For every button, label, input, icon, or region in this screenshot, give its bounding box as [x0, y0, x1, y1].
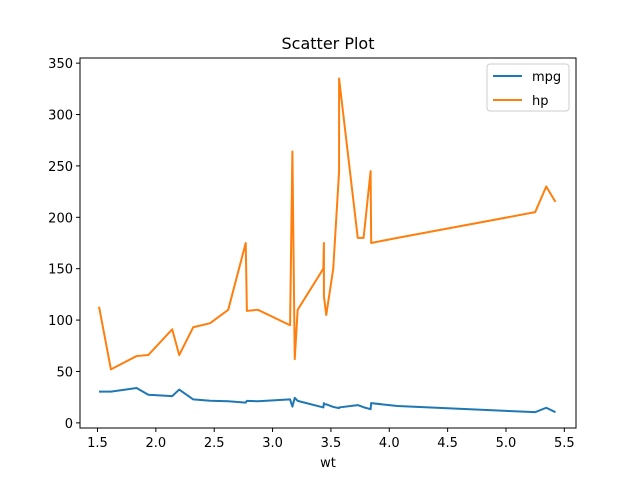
y-tick-label: 0: [65, 417, 73, 432]
y-tick-label: 200: [48, 211, 73, 226]
x-tick-label: 1.5: [87, 436, 108, 451]
y-tick-label: 350: [48, 57, 73, 72]
x-tick-label: 3.5: [321, 436, 342, 451]
series-lines: [98, 77, 557, 414]
x-tick-label: 3.0: [262, 436, 283, 451]
x-tick-label: 5.5: [554, 436, 575, 451]
legend: mpg hp: [486, 63, 570, 112]
y-tick-label: 100: [48, 314, 73, 329]
plot-frame: [79, 57, 577, 429]
x-tick-label: 4.5: [437, 436, 458, 451]
y-tick-label: 250: [48, 160, 73, 175]
legend-label-hp: hp: [532, 94, 549, 109]
x-tick-label: 2.5: [204, 436, 225, 451]
x-tick-label: 5.0: [496, 436, 517, 451]
chart-title: Scatter Plot: [282, 34, 375, 53]
y-axis: 0 50 100 150 200 250 300 350: [48, 57, 80, 432]
y-tick-label: 150: [48, 263, 73, 278]
series-line-hp: [98, 77, 557, 371]
y-tick-label: 300: [48, 109, 73, 124]
x-tick-label: 4.0: [379, 436, 400, 451]
series-line-mpg: [99, 387, 556, 414]
legend-label-mpg: mpg: [532, 70, 561, 85]
x-axis: 1.5 2.0 2.5 3.0 3.5 4.0 4.5 5.0 5.5: [87, 428, 575, 451]
x-axis-label: wt: [320, 456, 336, 471]
x-tick-label: 2.0: [146, 436, 167, 451]
y-tick-label: 50: [56, 365, 73, 380]
